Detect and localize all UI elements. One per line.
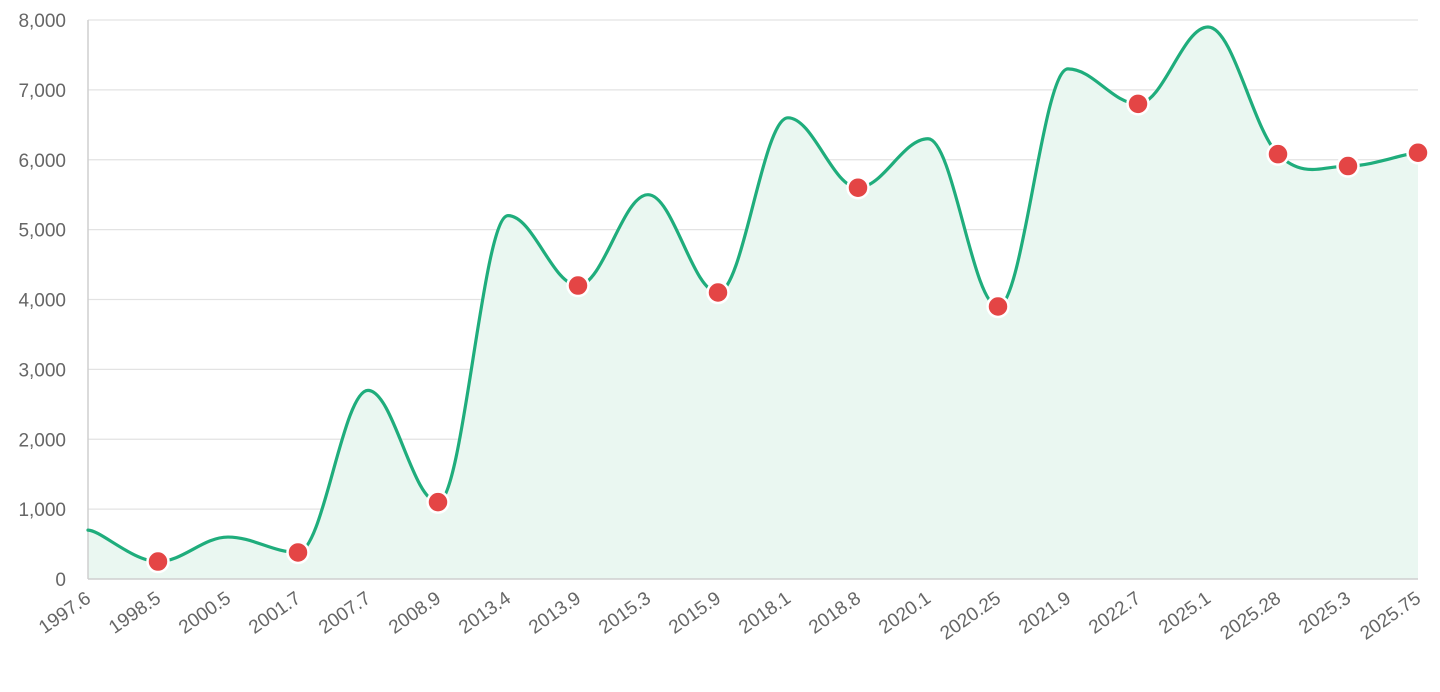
y-tick-label: 8,000 bbox=[18, 11, 66, 32]
x-tick-label: 2020.1 bbox=[875, 588, 935, 639]
data-point-2008.9[interactable] bbox=[426, 490, 450, 514]
axes bbox=[87, 20, 1418, 580]
x-tick-label: 2008.9 bbox=[385, 588, 445, 639]
data-point-2022.7[interactable] bbox=[1126, 92, 1150, 116]
x-tick-label: 1998.5 bbox=[105, 588, 165, 639]
y-tick-label: 2,000 bbox=[18, 430, 66, 451]
data-point-2015.9[interactable] bbox=[706, 280, 730, 305]
y-tick-label: 5,000 bbox=[18, 221, 66, 242]
x-tick-label: 2000.5 bbox=[175, 588, 235, 639]
x-tick-label: 2021.9 bbox=[1015, 588, 1075, 639]
y-tick-label: 4,000 bbox=[18, 291, 66, 312]
x-tick-label: 2025.75 bbox=[1357, 588, 1425, 645]
area-fill bbox=[88, 26, 1418, 580]
data-point-1998.5[interactable] bbox=[146, 549, 170, 574]
x-tick-label: 2013.9 bbox=[525, 588, 585, 639]
data-point-2001.7[interactable] bbox=[286, 540, 310, 565]
x-tick-label: 2007.7 bbox=[315, 588, 375, 639]
data-markers bbox=[146, 92, 1430, 574]
y-axis-ticks: 0 1,000 2,000 3,000 4,000 5,000 6,000 7,000 8,00… bbox=[18, 11, 66, 591]
data-point-2025.28[interactable] bbox=[1266, 142, 1290, 166]
x-tick-label: 2025.1 bbox=[1155, 588, 1215, 639]
x-tick-label: 2025.3 bbox=[1295, 588, 1355, 639]
x-tick-label: 2022.7 bbox=[1085, 588, 1145, 639]
x-tick-label: 1997.6 bbox=[35, 588, 95, 639]
data-point-2020.25[interactable] bbox=[986, 294, 1010, 319]
x-tick-label: 2025.28 bbox=[1217, 588, 1285, 645]
x-tick-label: 2013.4 bbox=[455, 588, 515, 639]
x-tick-label: 2015.3 bbox=[595, 588, 655, 639]
x-axis-ticks: 1997.6 1998.5 2000.5 2001.7 2007.7 2008.9 2013… bbox=[35, 588, 1425, 645]
y-tick-label: 7,000 bbox=[18, 81, 66, 102]
y-tick-label: 1,000 bbox=[18, 500, 66, 521]
x-tick-label: 2020.25 bbox=[937, 588, 1005, 645]
data-point-2013.9[interactable] bbox=[566, 273, 590, 298]
y-tick-label: 0 bbox=[55, 570, 66, 591]
x-tick-label: 2018.1 bbox=[735, 588, 795, 639]
data-point-2025.75[interactable] bbox=[1406, 141, 1430, 165]
x-tick-label: 2001.7 bbox=[245, 588, 305, 639]
data-point-2025.3[interactable] bbox=[1336, 154, 1360, 178]
x-tick-label: 2018.8 bbox=[805, 588, 865, 639]
series-line bbox=[86, 25, 1420, 564]
x-tick-label: 2015.9 bbox=[665, 588, 725, 639]
data-point-2018.8[interactable] bbox=[846, 175, 870, 200]
y-tick-label: 6,000 bbox=[18, 151, 66, 172]
y-tick-label: 3,000 bbox=[18, 360, 66, 381]
